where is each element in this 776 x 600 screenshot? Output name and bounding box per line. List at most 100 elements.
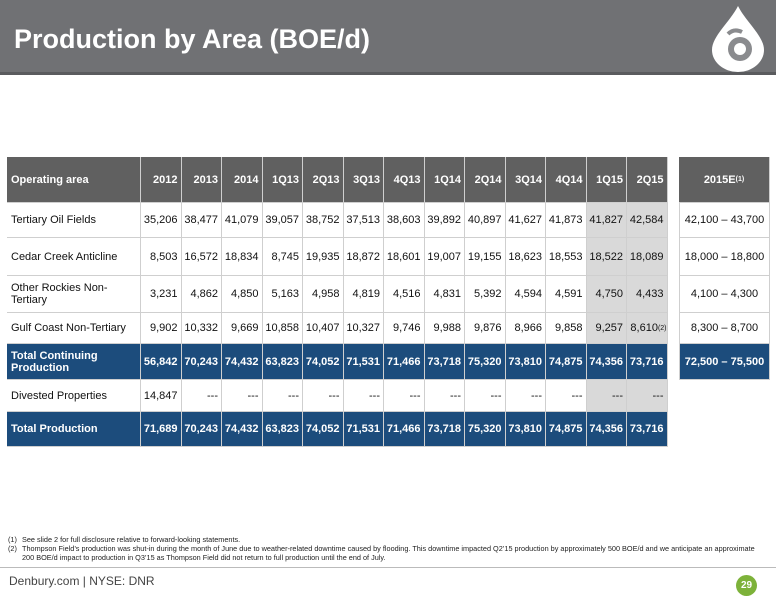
cell-text: 70,243 bbox=[184, 423, 218, 435]
cell: 41,873 bbox=[546, 203, 587, 238]
cell-text: 74,875 bbox=[548, 423, 583, 435]
footnote-text: Thompson Field’s production was shut-in … bbox=[22, 544, 755, 562]
cell: 37,513 bbox=[343, 203, 384, 238]
footnote-number: (1) bbox=[8, 535, 17, 544]
cell-text: 3,231 bbox=[149, 288, 178, 300]
cell-text: 39,892 bbox=[427, 214, 461, 226]
cell-text: --- bbox=[369, 389, 380, 402]
cell-text: 38,477 bbox=[184, 214, 218, 226]
note-ref: (2) bbox=[657, 324, 667, 332]
footer-brand: Denbury.com | NYSE: DNR bbox=[9, 574, 155, 588]
cell: 8,503 bbox=[141, 238, 182, 276]
cell: --- bbox=[465, 380, 506, 412]
cell-text: 74,432 bbox=[224, 423, 259, 435]
cell-text: 41,873 bbox=[548, 214, 583, 226]
cell-text: 40,897 bbox=[467, 214, 502, 226]
cell: 10,407 bbox=[303, 313, 344, 344]
cell-text: 10,332 bbox=[184, 322, 218, 334]
estimate-cell: 72,500 – 75,500 bbox=[679, 344, 770, 380]
cell-text: 74,875 bbox=[548, 355, 583, 368]
cell: 9,257 bbox=[586, 313, 627, 344]
cell-text: 71,466 bbox=[386, 355, 421, 368]
cell: 4,819 bbox=[343, 276, 384, 313]
footnote: (1) See slide 2 for full disclosure relat… bbox=[8, 535, 768, 544]
cell-text: 3Q13 bbox=[353, 173, 380, 186]
column-header: 2Q14 bbox=[465, 157, 506, 203]
cell: 19,935 bbox=[303, 238, 344, 276]
cell: 18,089 bbox=[627, 238, 668, 276]
cell: 18,601 bbox=[384, 238, 425, 276]
cell: --- bbox=[303, 380, 344, 412]
cell-text: 19,007 bbox=[427, 250, 461, 263]
cell-text: 4,831 bbox=[433, 288, 461, 300]
cell-text: 74,356 bbox=[589, 355, 623, 368]
cell: 9,902 bbox=[141, 313, 182, 344]
cell: 63,823 bbox=[262, 344, 303, 380]
cell: 39,057 bbox=[262, 203, 303, 238]
cell-text: 10,858 bbox=[265, 322, 299, 334]
cell-text: 42,100 – 43,700 bbox=[684, 214, 765, 226]
cell: 74,052 bbox=[303, 412, 344, 447]
cell-text: 2014 bbox=[234, 173, 259, 186]
cell: 14,847 bbox=[141, 380, 182, 412]
column-header: 2014 bbox=[222, 157, 263, 203]
cell: 75,320 bbox=[465, 344, 506, 380]
column-header: 2Q13 bbox=[303, 157, 344, 203]
cell: 10,332 bbox=[181, 313, 222, 344]
cell-text: 5,392 bbox=[473, 288, 502, 300]
cell: 16,572 bbox=[181, 238, 222, 276]
cell: 71,466 bbox=[384, 344, 425, 380]
cell: --- bbox=[424, 380, 465, 412]
cell: --- bbox=[222, 380, 263, 412]
cell: 4,594 bbox=[505, 276, 546, 313]
cell-text: 18,000 – 18,800 bbox=[684, 250, 765, 263]
cell-text: Total Production bbox=[11, 423, 98, 435]
cell-text: 18,522 bbox=[589, 250, 623, 263]
divider bbox=[0, 567, 776, 568]
cell-text: 4,750 bbox=[595, 288, 623, 300]
cell-text: Divested Properties bbox=[11, 389, 107, 402]
cell-text: 74,052 bbox=[305, 423, 340, 435]
cell-text: 9,902 bbox=[149, 322, 178, 334]
cell: 71,531 bbox=[343, 412, 384, 447]
cell: 10,858 bbox=[262, 313, 303, 344]
cell: 4,516 bbox=[384, 276, 425, 313]
cell-text: 18,601 bbox=[386, 250, 421, 263]
cell: 19,007 bbox=[424, 238, 465, 276]
cell-text: 4,862 bbox=[190, 288, 218, 300]
cell-text: 8,610 bbox=[630, 322, 658, 334]
cell-text: 9,988 bbox=[433, 322, 461, 334]
cell-text: 38,603 bbox=[386, 214, 421, 226]
cell-text: 4,850 bbox=[230, 288, 259, 300]
cell-text: 73,810 bbox=[508, 423, 542, 435]
cell: 35,206 bbox=[141, 203, 182, 238]
cell: 9,876 bbox=[465, 313, 506, 344]
cell-text: 74,356 bbox=[589, 423, 623, 435]
cell-text: 42,584 bbox=[629, 214, 664, 226]
cell-text: 73,810 bbox=[508, 355, 542, 368]
cell: 71,466 bbox=[384, 412, 425, 447]
cell-text: Operating area bbox=[11, 173, 89, 186]
cell-text: 4Q13 bbox=[393, 173, 421, 186]
cell-text: 2Q15 bbox=[636, 173, 664, 186]
cell-text: 35,206 bbox=[143, 214, 178, 226]
cell-text: 4,433 bbox=[635, 288, 664, 300]
cell-text: 5,163 bbox=[271, 288, 299, 300]
cell-text: --- bbox=[207, 389, 218, 402]
cell: 8,745 bbox=[262, 238, 303, 276]
cell-text: --- bbox=[328, 389, 340, 402]
cell-text: --- bbox=[247, 389, 259, 402]
column-header: 4Q13 bbox=[384, 157, 425, 203]
row-label: Total Continuing Production bbox=[7, 344, 141, 380]
cell-text: Cedar Creek Anticline bbox=[11, 250, 118, 263]
cell-text: 73,716 bbox=[629, 423, 664, 435]
cell: 74,875 bbox=[546, 412, 587, 447]
cell-text: --- bbox=[490, 389, 502, 402]
cell: --- bbox=[627, 380, 668, 412]
cell-text: 38,752 bbox=[305, 214, 340, 226]
cell-text: 73,716 bbox=[629, 355, 664, 368]
cell-text: 71,531 bbox=[346, 423, 380, 435]
cell-text: 1Q15 bbox=[596, 173, 623, 186]
cell: 4,433 bbox=[627, 276, 668, 313]
